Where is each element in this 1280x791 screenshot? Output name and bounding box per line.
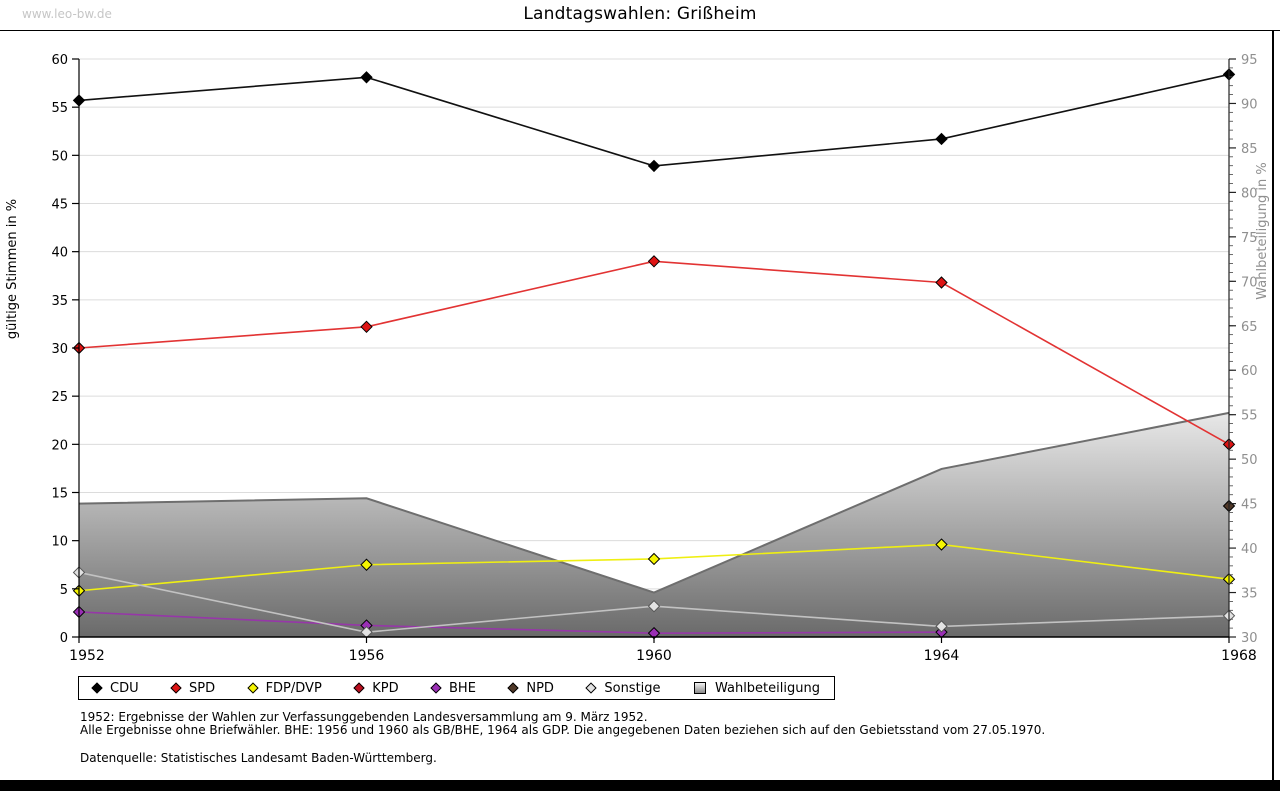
series-marker-sonstige <box>647 599 661 613</box>
page-right-border <box>1272 0 1274 780</box>
legend-label: FDP/DVP <box>265 680 322 696</box>
legend-label: NPD <box>526 680 554 696</box>
axis-label: 35 <box>51 294 68 309</box>
legend-diamond-icon <box>430 682 442 694</box>
header: www.leo-bw.de Landtagswahlen: Grißheim <box>0 0 1280 31</box>
axis-label: 25 <box>51 390 68 405</box>
axis-label: 55 <box>51 101 68 116</box>
axis-label: 20 <box>51 438 68 453</box>
axis-label: 1952 <box>69 648 105 664</box>
axis-label: 45 <box>51 198 68 213</box>
series-marker-cdu <box>360 71 373 84</box>
axis-label: 35 <box>1241 587 1258 602</box>
legend-item-cdu: CDU <box>91 680 139 696</box>
legend-diamond-icon <box>585 682 598 694</box>
legend-label: Wahlbeteiligung <box>714 680 820 696</box>
chart-legend: CDU SPD FDP/DVP KPD BHE NPD Sonstige Wahlbeteil… <box>78 676 835 700</box>
axis-label: 45 <box>1241 498 1258 513</box>
series-line-cdu <box>78 73 1230 167</box>
legend-item-npd: NPD <box>507 680 554 696</box>
legend-diamond-icon <box>353 682 365 694</box>
legend-item-bhe: BHE <box>430 680 476 696</box>
bottom-bar <box>0 780 1280 791</box>
election-chart: 0 5 10 15 20 25 30 35 40 45 50 55 60 30 35 40 45 50 55 60 65… <box>5 53 1270 664</box>
axis-label: 70 <box>1241 275 1258 290</box>
axis-label: 40 <box>1241 542 1258 557</box>
axis-label: gültige Stimmen in % <box>5 199 20 339</box>
series-marker-cdu <box>935 132 948 146</box>
axis-label: 10 <box>51 535 68 550</box>
footnote-line-1: 1952: Ergebnisse der Wahlen zur Verfassu… <box>80 710 648 724</box>
legend-diamond-icon <box>507 682 520 694</box>
axis-label: 60 <box>1241 364 1258 379</box>
footnote-line-2: Alle Ergebnisse ohne Briefwähler. BHE: 1… <box>80 723 1046 737</box>
series-marker-cdu <box>647 159 661 173</box>
legend-item-sonstige: Sonstige <box>585 680 661 696</box>
axis-label: 1960 <box>636 648 672 664</box>
legend-item-spd: SPD <box>170 680 216 696</box>
axis-label: 60 <box>51 53 68 68</box>
axis-label: 15 <box>51 487 68 502</box>
axis-label: 80 <box>1241 186 1258 201</box>
axis-label: 95 <box>1241 53 1258 68</box>
data-source: Datenquelle: Statistisches Landesamt Bad… <box>80 751 437 765</box>
legend-label: SPD <box>189 680 216 696</box>
chart-area: 0 5 10 15 20 25 30 35 40 45 50 55 60 30 35 40 45 50 55 60 65… <box>0 31 1280 675</box>
axis-label: 90 <box>1241 97 1258 112</box>
turnout-area-edge <box>78 411 1230 594</box>
axis-label: 55 <box>1241 409 1258 424</box>
footnotes: 1952: Ergebnisse der Wahlen zur Verfassu… <box>80 711 1045 737</box>
series-marker-fdpdvp <box>647 552 661 566</box>
series-marker-sonstige <box>935 620 948 633</box>
page-title: Landtagswahlen: Grißheim <box>523 4 757 24</box>
legend-diamond-icon <box>170 682 182 694</box>
legend-label: CDU <box>110 680 139 696</box>
axis-label: 0 <box>60 631 68 646</box>
legend-label: KPD <box>372 680 399 696</box>
axis-label: 1956 <box>349 648 385 664</box>
axis-label: 30 <box>1241 631 1258 646</box>
axis-label: 75 <box>1241 231 1258 246</box>
axis-label: 50 <box>51 149 68 164</box>
site-logo: www.leo-bw.de <box>22 7 112 21</box>
series-marker-spd <box>360 320 373 334</box>
axis-label: 40 <box>51 246 68 261</box>
legend-item-kpd: KPD <box>353 680 399 696</box>
axis-label: 85 <box>1241 142 1258 157</box>
series-marker-spd <box>935 276 948 289</box>
axis-label: 5 <box>60 583 68 598</box>
axis-label: 50 <box>1241 453 1258 468</box>
legend-diamond-icon <box>91 682 103 694</box>
series-line-bhe <box>78 611 942 634</box>
series-marker-fdpdvp <box>360 558 373 571</box>
axis-label: 30 <box>51 342 68 357</box>
legend-label: Sonstige <box>604 680 661 696</box>
axis-label: 1964 <box>924 648 960 664</box>
legend-label: BHE <box>449 680 476 696</box>
legend-item-wahlbeteiligung: Wahlbeteiligung <box>693 680 820 696</box>
legend-diamond-icon <box>246 682 259 694</box>
legend-square-icon <box>693 682 706 694</box>
legend-item-fdpdvp: FDP/DVP <box>246 680 322 696</box>
axis-label: 1968 <box>1221 648 1257 664</box>
series-marker-fdpdvp <box>935 538 948 551</box>
series-line-spd <box>78 260 1230 446</box>
series-marker-spd <box>647 255 661 268</box>
axis-label: Wahlbeteiligung in % <box>1255 162 1270 299</box>
axis-label: 65 <box>1241 320 1258 335</box>
